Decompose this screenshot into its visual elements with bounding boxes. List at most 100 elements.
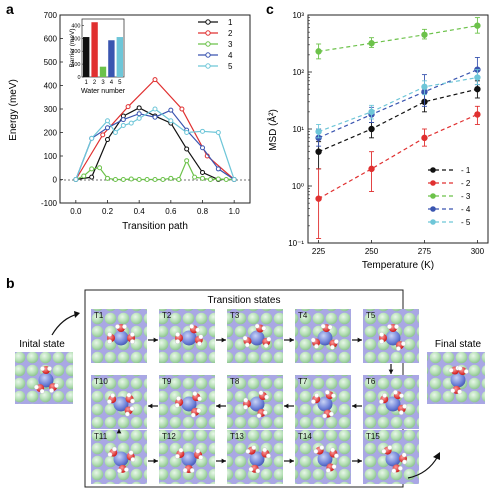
energy-x-tick-label: 0.4: [134, 207, 146, 216]
hydrogen-atom: [40, 366, 45, 372]
hydrogen-atom: [54, 383, 59, 388]
path-arrow-head: [352, 403, 357, 409]
hydrogen-atom: [189, 323, 195, 329]
msd-point-1: [315, 148, 322, 155]
hydrogen-atom: [392, 389, 398, 395]
state-label: T15: [366, 432, 380, 441]
energy-y-tick-label: 600: [44, 35, 58, 44]
msd-point-2: [368, 165, 375, 173]
msd-legend-marker-3: [430, 193, 436, 199]
hydrogen-atom: [243, 404, 248, 410]
msd-legend-marker-2: [430, 180, 436, 186]
state-label: T14: [298, 432, 312, 441]
adsorbate-atom: [385, 396, 401, 412]
energy-point-4: [168, 107, 174, 113]
hydrogen-atom: [124, 467, 129, 473]
hydrogen-atom: [398, 465, 403, 471]
adsorbate-atom: [317, 451, 333, 467]
hydrogen-atom: [463, 369, 469, 374]
msd-chart: MSD (Å²) Temperature (K) 10⁻¹ 10⁰ 10¹ 10² 10…: [266, 11, 489, 271]
inset-y-tick-label: 300: [71, 36, 80, 42]
hydrogen-atom: [334, 453, 339, 459]
msd-x-tick-label: 275: [418, 247, 432, 256]
msd-point-5: [315, 128, 322, 135]
energy-point-1: [136, 105, 142, 111]
path-arrow-head: [289, 458, 294, 464]
energy-point-4: [152, 114, 158, 120]
hydrogen-atom: [176, 396, 181, 401]
hydrogen-atom: [329, 344, 335, 350]
energy-point-3: [192, 174, 198, 180]
state-label: T10: [94, 377, 108, 386]
state-label: T12: [162, 432, 176, 441]
energy-point-5: [200, 128, 205, 134]
path-arrow-head: [357, 337, 362, 343]
hydrogen-atom: [182, 467, 188, 473]
hydrogen-atom: [329, 411, 334, 417]
msd-point-2: [474, 111, 481, 118]
msd-series-line-4: [318, 69, 478, 139]
path-arrow-head: [116, 429, 122, 434]
hydrogen-atom: [198, 455, 204, 460]
energy-y-tick-label: 100: [44, 152, 58, 161]
energy-point-2: [152, 77, 158, 83]
energy-y-tick-label: 700: [44, 11, 58, 20]
energy-point-4: [120, 117, 126, 123]
state-label: T7: [298, 377, 308, 386]
msd-point-3: [315, 48, 322, 55]
state-label: T1: [94, 311, 104, 320]
msd-legend-label-5: - 5: [461, 218, 471, 227]
energy-point-3: [81, 173, 87, 179]
inset-bar-3: [99, 66, 107, 77]
msd-point-1: [474, 85, 481, 93]
entry-curve-arrow: [51, 313, 79, 336]
energy-x-tick-label: 0.8: [197, 207, 209, 216]
energy-point-4: [105, 125, 110, 131]
energy-point-4: [136, 111, 142, 117]
hydrogen-atom: [189, 468, 195, 473]
state-tile-T10: T10: [91, 375, 147, 429]
inset-x-tick-label: 4: [110, 80, 114, 86]
hydrogen-atom: [107, 332, 113, 337]
panel-label-b: b: [6, 275, 15, 291]
hydrogen-atom: [244, 342, 250, 348]
hydrogen-atom: [112, 446, 117, 452]
hydrogen-atom: [248, 466, 254, 472]
inset-bar-4: [108, 40, 115, 77]
path-arrow-head: [148, 403, 153, 409]
hydrogen-atom: [110, 393, 116, 398]
state-tile-T14: T14: [295, 430, 351, 484]
msd-series-line-1: [318, 88, 478, 153]
path-arrow-head: [388, 369, 394, 374]
panel-label-c: c: [266, 1, 274, 17]
adsorbate-atom: [249, 451, 265, 467]
hydrogen-atom: [262, 447, 268, 453]
hydrogen-atom: [266, 453, 271, 459]
path-arrow-head: [153, 458, 158, 464]
msd-point-3: [421, 31, 428, 38]
energy-legend-label-4: 4: [228, 51, 233, 60]
hydrogen-atom: [256, 413, 262, 419]
energy-point-5: [136, 115, 142, 121]
adsorbate-atom: [38, 372, 54, 388]
hydrogen-atom: [106, 399, 112, 405]
hydrogen-atom: [448, 367, 454, 373]
hydrogen-atom: [331, 393, 336, 399]
hydrogen-atom: [242, 335, 248, 341]
energy-point-4: [200, 145, 205, 151]
energy-point-2: [179, 106, 185, 112]
msd-x-tick-label: 225: [312, 247, 326, 256]
energy-point-1: [200, 169, 205, 175]
energy-point-3: [176, 177, 182, 182]
hydrogen-atom: [313, 448, 319, 454]
inset-y-tick-label: 100: [71, 62, 80, 68]
hydrogen-atom: [117, 468, 122, 474]
hydrogen-atom: [379, 339, 385, 344]
energy-y-tick-label: 300: [44, 105, 58, 114]
inset-x-tick-label: 5: [118, 80, 122, 86]
inset-x-tick-label: 3: [101, 80, 105, 86]
hydrogen-atom: [174, 402, 180, 408]
msd-y-tick-label: 10¹: [292, 125, 304, 134]
hydrogen-atom: [130, 398, 135, 404]
msd-series-line-5: [318, 76, 478, 133]
